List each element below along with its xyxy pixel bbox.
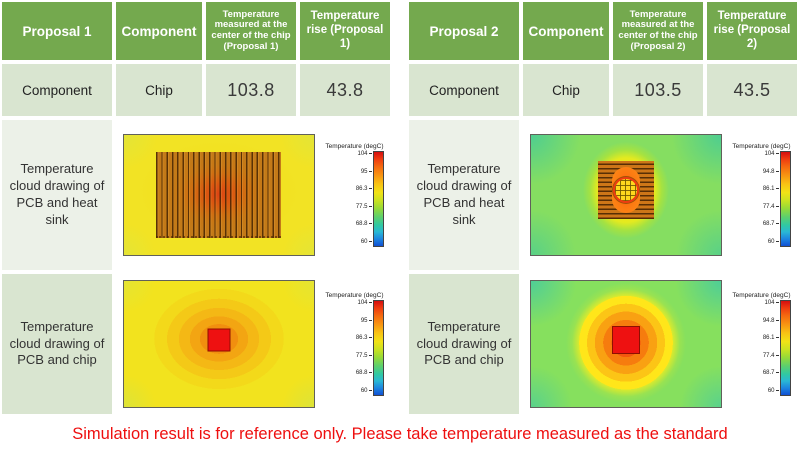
caption: Simulation result is for reference only.…	[72, 425, 728, 443]
row-label-chip-p2: Temperature cloud drawing of PCB and chi…	[409, 274, 519, 414]
row-label-heatsink-p2: Temperature cloud drawing of PCB and hea…	[409, 120, 519, 270]
colorbar-body: 104 94.8 86.1 77.4 68.7 60	[727, 300, 791, 396]
thermal-image-cell-chip-p2: Temperature (degC) 104 94.8 86.1 77.4 68…	[523, 274, 797, 414]
value-temp-measured-p1: 103.8	[206, 64, 296, 116]
colorbar-tick: 94.8	[763, 169, 779, 175]
colorbar-tick: 77.5	[356, 353, 372, 359]
colorbar-ticks: 104 95 86.3 77.5 68.8 60	[356, 300, 372, 394]
colorbar-tick: 60	[768, 388, 779, 394]
header-cell-temp-rise-p1: Temperature rise (Proposal 1)	[300, 2, 390, 60]
colorbar-tick: 104	[764, 300, 778, 306]
colorbar-gradient	[779, 151, 791, 247]
colorbar-tick: 104	[764, 151, 778, 157]
colorbar-tick: 77.4	[763, 353, 779, 359]
colorbar-tick: 60	[361, 388, 372, 394]
chip-shape	[611, 326, 640, 355]
colorbar-title: Temperature (degC)	[325, 292, 384, 299]
colorbar-tick: 60	[361, 239, 372, 245]
page: Proposal 1 Component Temperature measure…	[0, 0, 800, 444]
colorbar-tick: 68.8	[356, 221, 372, 227]
row-label-component-p2: Component	[409, 64, 519, 116]
header-cell-proposal-2: Proposal 2	[409, 2, 519, 60]
row-label-chip-p1: Temperature cloud drawing of PCB and chi…	[2, 274, 112, 414]
comparison-tables-row: Proposal 1 Component Temperature measure…	[2, 2, 800, 414]
header-cell-temp-rise-p2: Temperature rise (Proposal 2)	[707, 2, 797, 60]
colorbar-ticks: 104 94.8 86.1 77.4 68.7 60	[763, 151, 779, 245]
colorbar-title: Temperature (degC)	[732, 292, 791, 299]
colorbar-p1-chip: Temperature (degC) 104 95 86.3 77.5 68.8…	[320, 292, 384, 396]
thermal-image-cell-heatsink-p2: Temperature (degC) 104 94.8 86.1 77.4 68…	[523, 120, 797, 270]
colorbar-tick: 95	[361, 169, 372, 175]
colorbar-tick: 104	[357, 300, 371, 306]
value-temp-measured-p2: 103.5	[613, 64, 703, 116]
value-temp-rise-p2: 43.5	[707, 64, 797, 116]
colorbar-tick: 68.7	[763, 370, 779, 376]
thermal-plot-pcb-heatsink-p2	[529, 134, 722, 256]
colorbar-tick: 95	[361, 318, 372, 324]
chip-shape	[207, 328, 230, 352]
colorbar-ticks: 104 94.8 86.1 77.4 68.7 60	[763, 300, 779, 394]
thermal-plot-pcb-chip-p2	[529, 280, 722, 408]
thermal-figure-chip-p2: Temperature (degC) 104 94.8 86.1 77.4 68…	[529, 280, 791, 408]
colorbar-tick: 94.8	[763, 318, 779, 324]
value-component-p1: Chip	[116, 64, 202, 116]
colorbar-p1-heatsink: Temperature (degC) 104 95 86.3 77.5 68.8…	[320, 143, 384, 247]
colorbar-gradient	[372, 300, 384, 396]
row-label-component-p1: Component	[2, 64, 112, 116]
colorbar-tick: 86.3	[356, 186, 372, 192]
thermal-image-cell-chip-p1: Temperature (degC) 104 95 86.3 77.5 68.8…	[116, 274, 390, 414]
colorbar-tick: 77.5	[356, 204, 372, 210]
value-component-p2: Chip	[523, 64, 609, 116]
thermal-figure-chip-p1: Temperature (degC) 104 95 86.3 77.5 68.8…	[122, 280, 384, 408]
colorbar-tick: 86.1	[763, 186, 779, 192]
colorbar-body: 104 94.8 86.1 77.4 68.7 60	[727, 151, 791, 247]
colorbar-tick: 104	[357, 151, 371, 157]
thermal-figure-heatsink-p1: Temperature (degC) 104 95 86.3 77.5 68.8…	[122, 134, 384, 256]
colorbar-title: Temperature (degC)	[732, 143, 791, 150]
colorbar-title: Temperature (degC)	[325, 143, 384, 150]
colorbar-gradient	[779, 300, 791, 396]
thermal-plot-pcb-heatsink-p1	[122, 134, 315, 256]
header-cell-component-p2: Component	[523, 2, 609, 60]
header-cell-component-p1: Component	[116, 2, 202, 60]
header-cell-temp-measured-p2: Temperature measured at the center of th…	[613, 2, 703, 60]
row-label-heatsink-p1: Temperature cloud drawing of PCB and hea…	[2, 120, 112, 270]
colorbar-p2-chip: Temperature (degC) 104 94.8 86.1 77.4 68…	[727, 292, 791, 396]
fan-shape	[612, 177, 639, 204]
colorbar-ticks: 104 95 86.3 77.5 68.8 60	[356, 151, 372, 245]
colorbar-tick: 77.4	[763, 204, 779, 210]
thermal-image-cell-heatsink-p1: Temperature (degC) 104 95 86.3 77.5 68.8…	[116, 120, 390, 270]
thermal-figure-heatsink-p2: Temperature (degC) 104 94.8 86.1 77.4 68…	[529, 134, 791, 256]
colorbar-tick: 68.7	[763, 221, 779, 227]
colorbar-tick: 68.8	[356, 370, 372, 376]
header-cell-proposal-1: Proposal 1	[2, 2, 112, 60]
heatsink-fins-shape	[155, 151, 282, 238]
colorbar-tick: 86.3	[356, 335, 372, 341]
proposal-2-table: Proposal 2 Component Temperature measure…	[409, 2, 797, 414]
colorbar-body: 104 95 86.3 77.5 68.8 60	[320, 300, 384, 396]
colorbar-tick: 86.1	[763, 335, 779, 341]
colorbar-tick: 60	[768, 239, 779, 245]
header-cell-temp-measured-p1: Temperature measured at the center of th…	[206, 2, 296, 60]
proposal-1-table: Proposal 1 Component Temperature measure…	[2, 2, 390, 414]
colorbar-p2-heatsink: Temperature (degC) 104 94.8 86.1 77.4 68…	[727, 143, 791, 247]
colorbar-body: 104 95 86.3 77.5 68.8 60	[320, 151, 384, 247]
thermal-plot-pcb-chip-p1	[122, 280, 315, 408]
value-temp-rise-p1: 43.8	[300, 64, 390, 116]
colorbar-gradient	[372, 151, 384, 247]
